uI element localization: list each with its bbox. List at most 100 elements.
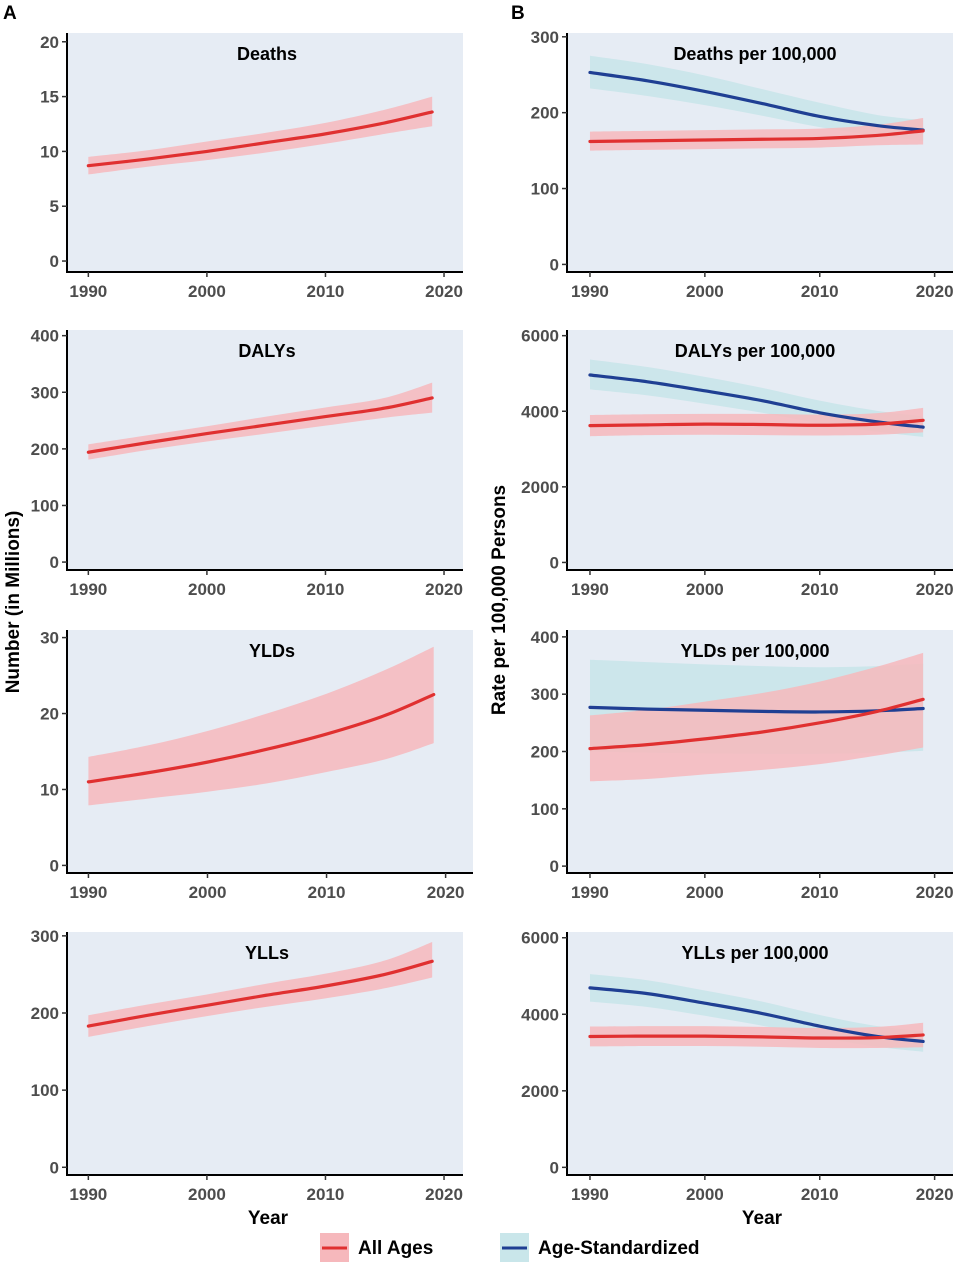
- series-line-all-ages: [86, 959, 434, 1028]
- y-tick-label: 4000: [521, 1005, 559, 1024]
- y-tick-label: 0: [550, 553, 559, 572]
- y-tick-label: 2000: [521, 1082, 559, 1101]
- y-tick-label: 100: [531, 180, 559, 199]
- series-line-age-standardized: [588, 70, 925, 132]
- series-line-all-ages: [86, 396, 434, 454]
- x-tick-label: 2010: [307, 580, 345, 599]
- series-line-all-ages: [86, 692, 436, 784]
- series-line-age-standardized: [588, 373, 925, 429]
- chart-title-ylls-rate: YLLs per 100,000: [681, 943, 828, 963]
- legend-item-age-standardized: Age-Standardized: [500, 1233, 700, 1262]
- x-tick-label: 2010: [801, 1185, 839, 1204]
- legend-item-all-ages: All Ages: [320, 1233, 433, 1262]
- series-line-all-ages: [588, 697, 925, 751]
- x-tick-label: 1990: [69, 1185, 107, 1204]
- chart-title-ylds-rate: YLDs per 100,000: [680, 641, 829, 661]
- y-tick-label: 100: [31, 496, 59, 515]
- x-tick-label: 2010: [801, 883, 839, 902]
- y-tick-label: 10: [40, 780, 59, 799]
- x-tick-label: 1990: [571, 282, 609, 301]
- y-axis-label-left: Number (in Millions): [3, 511, 24, 694]
- y-tick-label: 300: [531, 685, 559, 704]
- x-tick-label: 2020: [916, 883, 954, 902]
- chart-title-dalys: DALYs: [238, 341, 295, 361]
- x-axis-label-right: Year: [742, 1208, 783, 1229]
- y-tick-label: 6000: [521, 327, 559, 346]
- x-tick-label: 2020: [425, 282, 463, 301]
- y-tick-label: 0: [50, 252, 59, 271]
- x-tick-label: 1990: [69, 282, 107, 301]
- x-tick-label: 2010: [801, 282, 839, 301]
- x-tick-label: 1990: [70, 883, 108, 902]
- x-tick-label: 2000: [686, 883, 724, 902]
- x-tick-label: 2000: [686, 1185, 724, 1204]
- x-tick-label: 2000: [686, 282, 724, 301]
- y-tick-label: 100: [531, 800, 559, 819]
- x-tick-label: 1990: [69, 580, 107, 599]
- x-tick-label: 2010: [307, 282, 345, 301]
- chart-panel-ylds-rate: 0 100 200 300 400 1990 2000 2010 2020 YLDs per 10…: [531, 628, 954, 902]
- uncertainty-band-all-ages: [88, 942, 433, 1037]
- chart-title-ylls: YLLs: [245, 943, 289, 963]
- x-tick-label: 2000: [189, 883, 227, 902]
- legend-label-age-standardized: Age-Standardized: [538, 1238, 700, 1259]
- uncertainty-band-all-ages: [589, 652, 924, 782]
- x-tick-label: 1990: [571, 580, 609, 599]
- x-tick-label: 2000: [188, 282, 226, 301]
- y-tick-label: 6000: [521, 929, 559, 948]
- y-tick-label: 400: [31, 327, 59, 346]
- y-tick-label: 300: [31, 927, 59, 946]
- series-line-all-ages: [86, 110, 434, 168]
- x-tick-label: 2020: [916, 282, 954, 301]
- y-tick-label: 0: [50, 1158, 59, 1177]
- chart-title-deaths: Deaths: [237, 44, 297, 64]
- chart-panel-ylds: 0 10 20 30 1990 2000 2010 2020 YLDs: [40, 629, 473, 902]
- y-tick-label: 20: [40, 33, 59, 52]
- x-tick-label: 2020: [427, 883, 465, 902]
- x-tick-label: 2010: [801, 580, 839, 599]
- x-tick-label: 2010: [308, 883, 346, 902]
- chart-panel-ylls-rate: 0 2000 4000 6000 1990 2000 2010 2020 YLLs per 10…: [521, 929, 953, 1204]
- uncertainty-band-all-ages: [88, 646, 434, 806]
- y-tick-label: 0: [550, 255, 559, 274]
- plot-background: [567, 932, 953, 1175]
- y-tick-label: 200: [31, 440, 59, 459]
- uncertainty-band-all-ages: [88, 382, 433, 460]
- y-tick-label: 0: [550, 857, 559, 876]
- y-tick-label: 200: [531, 104, 559, 123]
- uncertainty-band-all-ages: [589, 117, 924, 151]
- chart-panel-deaths: 0 5 10 15 20 1990 2000 2010 2020 Deaths: [40, 33, 463, 301]
- panel-label-a: A: [3, 3, 17, 24]
- x-tick-label: 2020: [425, 580, 463, 599]
- panel-label-b: B: [511, 3, 525, 24]
- y-tick-label: 20: [40, 705, 59, 724]
- x-tick-label: 2010: [307, 1185, 345, 1204]
- y-tick-label: 5: [50, 197, 59, 216]
- chart-panel-ylls: 0 100 200 300 1990 2000 2010 2020 YLLs: [31, 927, 463, 1204]
- y-tick-label: 15: [40, 88, 59, 107]
- x-tick-label: 2000: [188, 580, 226, 599]
- chart-panel-dalys: 0 100 200 300 400 1990 2000 2010 2020 DALYs: [31, 327, 463, 599]
- x-tick-label: 1990: [571, 883, 609, 902]
- y-tick-label: 300: [531, 28, 559, 47]
- y-tick-label: 0: [50, 553, 59, 572]
- y-tick-label: 10: [40, 142, 59, 161]
- x-tick-label: 2020: [425, 1185, 463, 1204]
- series-line-all-ages: [588, 129, 925, 144]
- y-tick-label: 200: [531, 743, 559, 762]
- y-tick-label: 200: [31, 1004, 59, 1023]
- y-tick-label: 400: [531, 628, 559, 647]
- y-tick-label: 100: [31, 1081, 59, 1100]
- y-tick-label: 0: [50, 856, 59, 875]
- y-tick-label: 300: [31, 383, 59, 402]
- x-tick-label: 2000: [686, 580, 724, 599]
- y-tick-label: 0: [550, 1158, 559, 1177]
- y-tick-label: 30: [40, 629, 59, 648]
- chart-panel-dalys-rate: 0 2000 4000 6000 1990 2000 2010 2020 DALYs per 1…: [521, 327, 953, 599]
- chart-title-dalys-rate: DALYs per 100,000: [675, 341, 835, 361]
- chart-panel-deaths-rate: 0 100 200 300 1990 2000 2010 2020 Deaths per 100…: [531, 28, 954, 301]
- y-axis-label-right: Rate per 100,000 Persons: [489, 485, 510, 715]
- y-tick-label: 2000: [521, 478, 559, 497]
